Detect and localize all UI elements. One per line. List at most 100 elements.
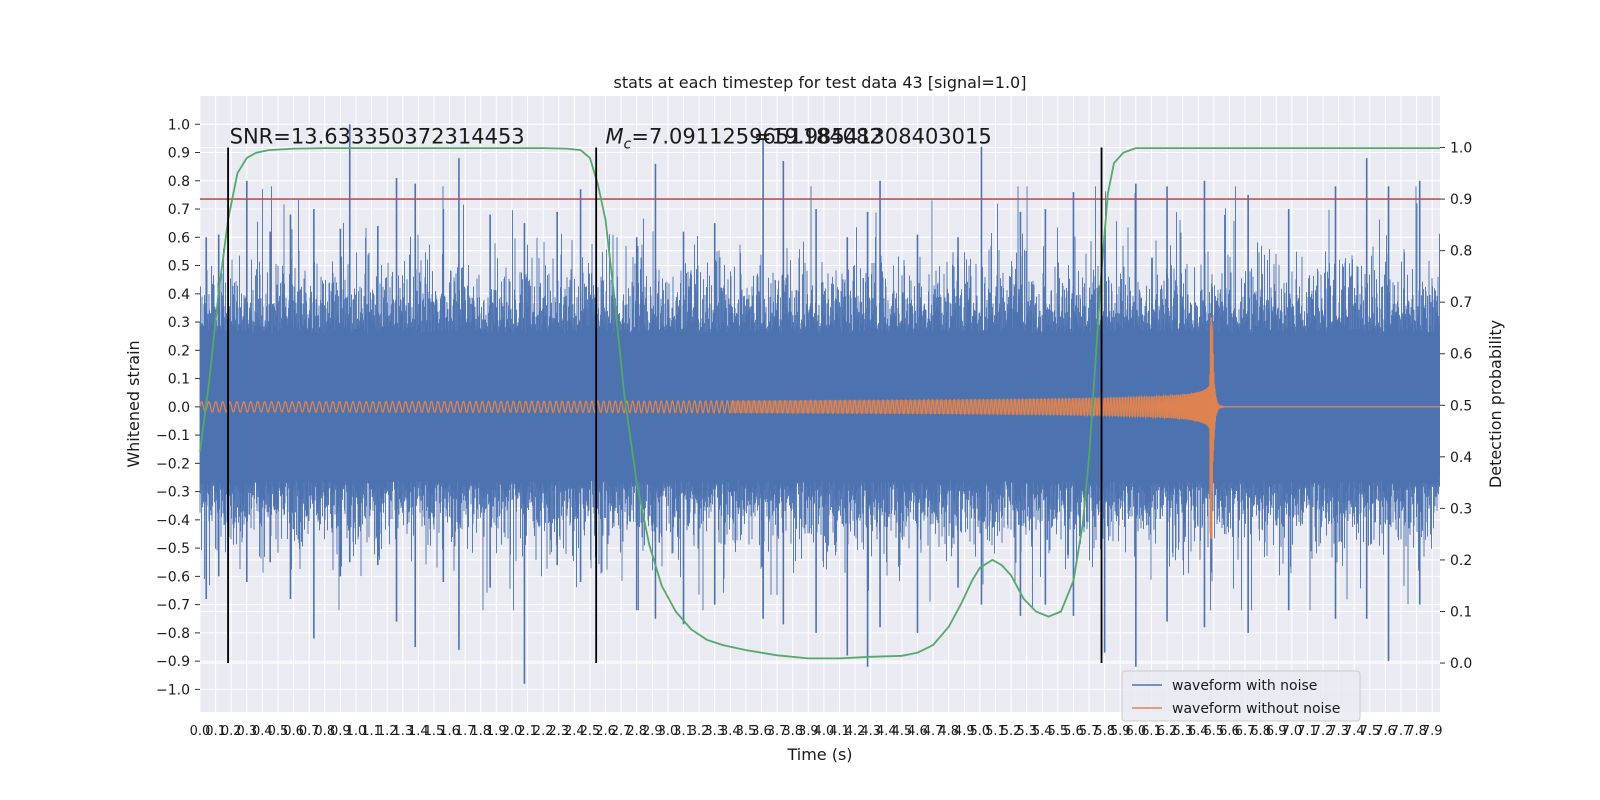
x-tick-label: 3.9 (798, 724, 819, 739)
y2-tick-label: 1.0 (1450, 141, 1472, 157)
x-tick-label: 4.2 (845, 724, 866, 739)
x-tick-label: 5.3 (1016, 724, 1037, 739)
marker-lines (227, 147, 1103, 664)
x-tick-label: 6.6 (1219, 724, 1240, 739)
x-axis-ticks: 0.00.10.20.30.40.50.60.70.80.91.01.11.21… (190, 724, 1443, 739)
x-tick-label: 5.5 (1048, 724, 1069, 739)
x-tick-label: 2.5 (580, 724, 601, 739)
x-tick-label: 3.2 (689, 724, 710, 739)
x-tick-label: 4.8 (938, 724, 959, 739)
x-tick-label: 2.4 (564, 724, 585, 739)
x-tick-label: 3.1 (673, 724, 694, 739)
x-tick-label: 3.3 (704, 724, 725, 739)
x-tick-label: 1.0 (346, 724, 367, 739)
x-tick-label: 6.4 (1188, 724, 1209, 739)
x-axis-label: Time (s) (786, 745, 852, 764)
x-tick-label: 2.3 (548, 724, 569, 739)
y-tick-label: 1.0 (168, 117, 190, 133)
x-tick-label: 3.4 (720, 724, 741, 739)
x-tick-label: 0.9 (330, 724, 351, 739)
x-tick-label: 2.6 (595, 724, 616, 739)
x-tick-label: 2.1 (517, 724, 538, 739)
legend-label-clean: waveform without noise (1172, 701, 1340, 717)
y-tick-label: 0.9 (168, 146, 190, 162)
x-tick-label: 7.8 (1406, 724, 1427, 739)
x-tick-label: 0.5 (268, 724, 289, 739)
y-tick-label: −0.9 (156, 654, 190, 670)
x-tick-label: 1.5 (424, 724, 445, 739)
x-tick-label: 0.2 (221, 724, 242, 739)
x-tick-label: 5.8 (1094, 724, 1115, 739)
y2-tick-label: 0.1 (1450, 604, 1472, 620)
y2-axis-label: Detection probability (1486, 320, 1505, 488)
x-tick-label: 0.4 (252, 724, 273, 739)
x-tick-label: 7.7 (1391, 724, 1412, 739)
x-tick-label: 6.2 (1157, 724, 1178, 739)
y-tick-label: −0.5 (156, 541, 190, 557)
x-tick-label: 3.5 (736, 724, 757, 739)
x-tick-label: 3.0 (658, 724, 679, 739)
series-waveform-without-noise (199, 317, 1440, 539)
x-tick-label: 1.3 (392, 724, 413, 739)
y-tick-label: 0.5 (168, 259, 190, 275)
x-tick-label: 5.1 (985, 724, 1006, 739)
x-tick-label: 2.7 (611, 724, 632, 739)
y-tick-label: −0.6 (156, 569, 190, 585)
y-tick-label: 0.8 (168, 174, 190, 190)
x-tick-label: 0.3 (236, 724, 257, 739)
x-tick-label: 1.1 (361, 724, 382, 739)
y-axis-label: Whitened strain (124, 340, 143, 467)
y2-tick-label: 0.2 (1450, 553, 1472, 569)
x-tick-label: 5.7 (1079, 724, 1100, 739)
legend: waveform with noise waveform without noi… (1121, 670, 1361, 722)
x-tick-label: 1.4 (408, 724, 429, 739)
annotation-mc: Mc=7.0911259651184082 (606, 125, 883, 153)
x-tick-label: 4.6 (907, 724, 928, 739)
x-tick-label: 1.9 (486, 724, 507, 739)
x-tick-label: 4.0 (814, 724, 835, 739)
y-tick-label: −0.8 (156, 626, 190, 642)
x-tick-label: 1.2 (377, 724, 398, 739)
y2-tick-label: 0.5 (1450, 398, 1472, 414)
y2-tick-label: 0.3 (1450, 501, 1472, 517)
x-tick-label: 7.3 (1328, 724, 1349, 739)
x-tick-label: 0.8 (314, 724, 335, 739)
y-axis-left-ticks: 1.0 0.9 0.8 0.7 0.6 0.5 0.4 0.3 0.2 0.1 0.0 −0.1 −0.… (156, 117, 200, 698)
x-tick-label: 6.7 (1235, 724, 1256, 739)
x-tick-label: 6.8 (1250, 724, 1271, 739)
x-tick-label: 3.7 (767, 724, 788, 739)
x-tick-label: 2.2 (533, 724, 554, 739)
y-tick-label: 0.2 (168, 343, 190, 359)
x-tick-label: 5.6 (1063, 724, 1084, 739)
x-tick-label: 2.0 (502, 724, 523, 739)
y2-tick-label: 0.9 (1450, 192, 1472, 208)
annotations: SNR=13.633350372314453 Mc=7.0911259651184… (230, 125, 992, 153)
y-axis-right-ticks: 1.0 0.9 0.8 0.7 0.6 0.5 0.4 0.3 0.2 0.1 0.0 (1440, 141, 1472, 672)
y-tick-label: −1.0 (156, 682, 190, 698)
x-tick-label: 7.5 (1359, 724, 1380, 739)
legend-label-noise: waveform with noise (1172, 678, 1317, 694)
x-tick-label: 1.8 (470, 724, 491, 739)
x-tick-label: 1.7 (455, 724, 476, 739)
annotation-mass: =19.98541308403015 (754, 125, 992, 149)
y-tick-label: 0.6 (168, 230, 190, 246)
y-tick-label: 0.1 (168, 372, 190, 388)
x-tick-label: 7.1 (1297, 724, 1318, 739)
x-tick-label: 4.7 (923, 724, 944, 739)
x-tick-label: 7.2 (1313, 724, 1334, 739)
x-tick-label: 4.3 (860, 724, 881, 739)
x-tick-label: 5.2 (1001, 724, 1022, 739)
x-tick-label: 6.9 (1266, 724, 1287, 739)
x-tick-label: 0.6 (283, 724, 304, 739)
chirp-envelope (730, 374, 1213, 440)
y2-tick-label: 0.4 (1450, 450, 1472, 466)
y-tick-label: −0.1 (156, 428, 190, 444)
x-tick-label: 5.4 (1032, 724, 1053, 739)
x-tick-label: 3.8 (782, 724, 803, 739)
series-detection-probability (199, 147, 1440, 660)
x-tick-label: 6.5 (1203, 724, 1224, 739)
x-tick-label: 1.6 (439, 724, 460, 739)
x-tick-label: 4.4 (876, 724, 897, 739)
y-tick-label: 0.7 (168, 202, 190, 218)
x-tick-label: 3.6 (751, 724, 772, 739)
